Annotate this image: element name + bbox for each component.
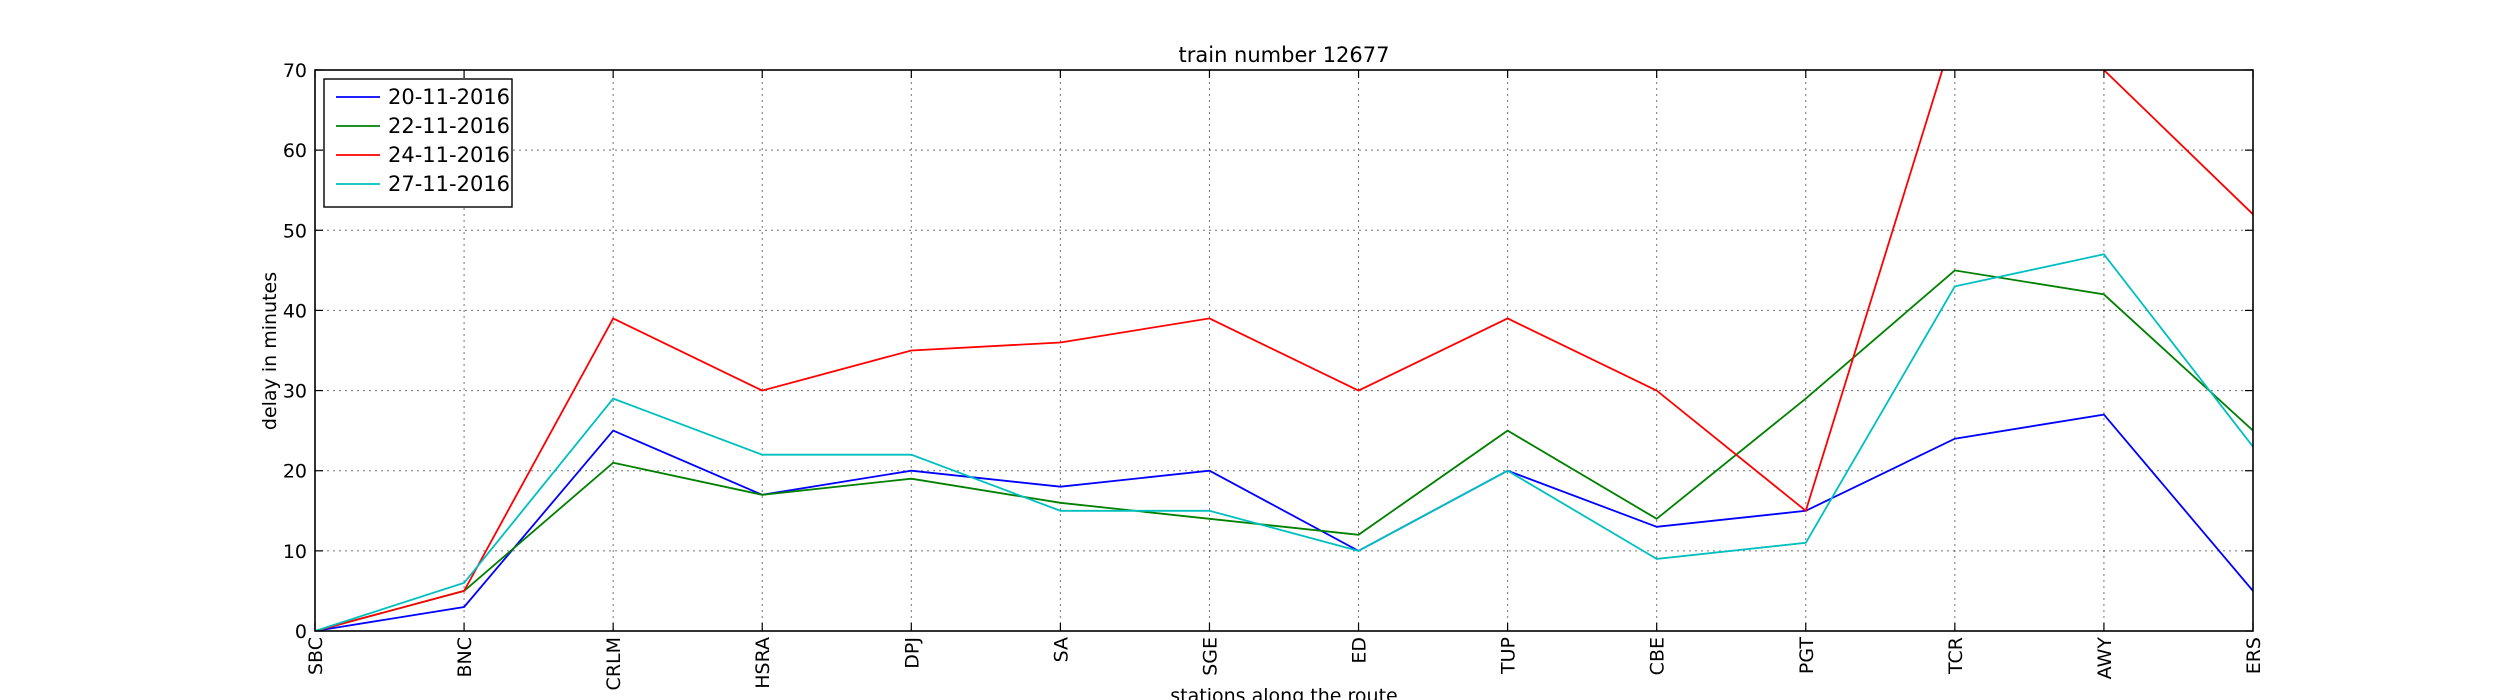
series-line-22-11-2016: [315, 269, 2253, 631]
y-tick-label: 70: [283, 60, 307, 82]
legend-label: 22-11-2016: [388, 114, 510, 138]
x-tick-label: PGT: [1796, 637, 1818, 675]
x-tick-label: CRLM: [603, 637, 625, 690]
y-tick-label: 40: [283, 300, 307, 322]
plot-frame: [314, 69, 2254, 632]
x-tick-label: HSRA: [752, 637, 774, 689]
y-tick-label: 20: [283, 461, 307, 483]
series-line-24-11-2016: [315, 70, 2253, 631]
legend: 20-11-2016 22-11-2016 24-11-2016 27-11-2016: [323, 78, 513, 208]
series-line-20-11-2016: [315, 413, 2253, 631]
x-tick-label: CBE: [1647, 637, 1669, 675]
x-tick-label: ED: [1349, 637, 1371, 664]
legend-label: 24-11-2016: [388, 143, 510, 167]
series-lines: [315, 70, 2253, 631]
series-line-27-11-2016: [315, 253, 2253, 631]
x-tick-label: AWY: [2094, 637, 2116, 680]
x-tick-label: ERS: [2243, 637, 2265, 674]
x-tick-label: SA: [1050, 637, 1072, 662]
legend-label: 20-11-2016: [388, 85, 510, 109]
y-tick-label: 30: [283, 381, 307, 403]
chart-title: train number 12677: [1179, 43, 1390, 67]
x-tick-label: SGE: [1199, 637, 1221, 676]
legend-box: [323, 78, 513, 208]
y-axis: 0 10 20 30 40 50 60 70: [283, 60, 2253, 643]
x-tick-label: DPJ: [901, 637, 923, 669]
legend-label: 27-11-2016: [388, 172, 510, 196]
x-tick-label: TUP: [1498, 637, 1520, 675]
x-tick-label: BNC: [454, 637, 476, 678]
x-tick-label: TCR: [1945, 637, 1967, 675]
y-tick-label: 60: [283, 140, 307, 162]
grid: [315, 70, 2253, 631]
x-axis-label: stations along the route: [1170, 685, 1397, 700]
x-axis: SBC BNC CRLM HSRA DPJ SA SGE ED TUP CBE PGT TCR AWY E…: [305, 70, 2265, 690]
y-tick-label: 0: [295, 621, 307, 643]
y-tick-label: 10: [283, 541, 307, 563]
y-tick-label: 50: [283, 220, 307, 242]
x-tick-label: SBC: [305, 637, 327, 675]
y-axis-label: delay in minutes: [259, 272, 281, 430]
